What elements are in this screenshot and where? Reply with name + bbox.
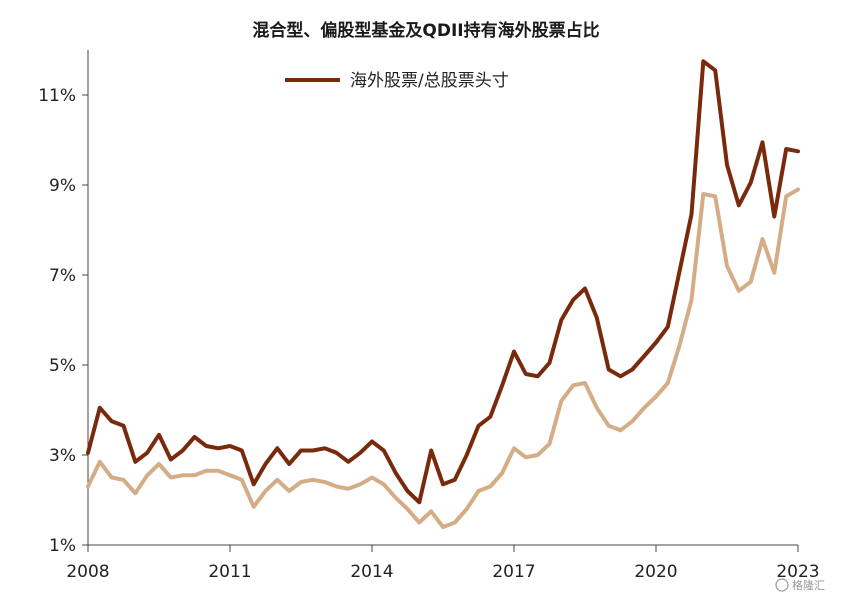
y-tick-label: 7%	[49, 266, 76, 286]
x-tick-label: 2008	[66, 562, 109, 582]
series-line-1	[86, 59, 800, 505]
x-tick-label: 2023	[776, 562, 819, 582]
x-tick-label: 2014	[350, 562, 393, 582]
y-tick-label: 3%	[49, 446, 76, 466]
y-tick-label: 11%	[38, 86, 76, 106]
watermark-icon	[775, 578, 789, 592]
x-tick-label: 2017	[492, 562, 535, 582]
watermark-text: 格隆汇	[792, 578, 825, 592]
x-tick-label: 2020	[634, 562, 677, 582]
x-tick-label: 2011	[208, 562, 251, 582]
y-tick-label: 9%	[49, 176, 76, 196]
axes: 1% 3% 5% 7% 9% 11% 2008 2011 2014 2017 2020 2023	[38, 50, 820, 582]
series-layer	[86, 59, 800, 529]
legend: 海外股票/总股票头寸	[285, 71, 509, 91]
chart-title: 混合型、偏股型基金及QDII持有海外股票占比	[252, 20, 599, 41]
y-tick-label: 1%	[49, 536, 76, 556]
y-tick-label: 5%	[49, 356, 76, 376]
legend-label: 海外股票/总股票头寸	[350, 71, 509, 91]
series-line-2	[86, 187, 800, 529]
watermark: 格隆汇	[775, 578, 825, 592]
